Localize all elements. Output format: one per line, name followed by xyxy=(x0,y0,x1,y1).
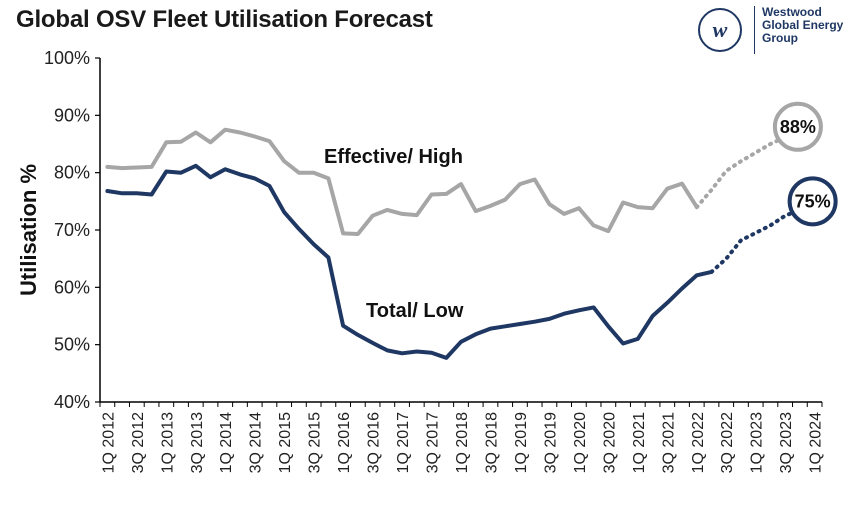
x-tick-label: 1Q 2013 xyxy=(159,412,176,473)
x-tick-label: 3Q 2012 xyxy=(130,412,147,473)
y-tick-label: 40% xyxy=(54,392,90,412)
chart-title: Global OSV Fleet Utilisation Forecast xyxy=(16,6,433,33)
chart-labels: Effective/ High Total/ Low xyxy=(324,146,464,322)
x-tick-label: 1Q 2016 xyxy=(336,412,353,473)
x-tick-label: 3Q 2014 xyxy=(248,412,265,473)
end-value-bubble xyxy=(772,101,823,152)
series-label: Total/ Low xyxy=(366,300,464,322)
end-value-bubble xyxy=(787,176,838,227)
y-tick-label: 60% xyxy=(54,277,90,297)
logo-line-3: Group xyxy=(762,31,798,45)
x-tick-label: 3Q 2019 xyxy=(542,412,559,473)
x-tick-label: 1Q 2024 xyxy=(808,412,825,473)
x-tick-label: 1Q 2014 xyxy=(218,412,235,473)
x-tick-label: 1Q 2020 xyxy=(572,412,589,473)
y-tick-label: 100% xyxy=(44,48,90,68)
y-tick-label: 70% xyxy=(54,220,90,240)
logo-mark: w xyxy=(712,17,728,42)
logo-text: Westwood Global Energy Group xyxy=(762,6,843,45)
x-tick-label: 3Q 2020 xyxy=(601,412,618,473)
x-tick-label: 3Q 2023 xyxy=(778,412,795,473)
x-tick-label: 1Q 2023 xyxy=(749,412,766,473)
x-tick-label: 3Q 2013 xyxy=(189,412,206,473)
end-value-label: 75% xyxy=(795,191,831,211)
x-tick-label: 3Q 2022 xyxy=(719,412,736,473)
logo-divider xyxy=(754,6,755,54)
x-tick-label: 3Q 2015 xyxy=(307,412,324,473)
x-tick-label: 3Q 2017 xyxy=(425,412,442,473)
logo-line-1: Westwood xyxy=(762,5,822,19)
y-tick-label: 50% xyxy=(54,335,90,355)
series-line-high xyxy=(105,127,699,236)
y-axis-title: Utilisation % xyxy=(16,164,41,296)
x-tick-label: 3Q 2021 xyxy=(660,412,677,473)
x-tick-label: 3Q 2018 xyxy=(483,412,500,473)
y-tick-label: 80% xyxy=(54,163,90,183)
y-tick-label: 90% xyxy=(54,105,90,125)
x-tick-label: 1Q 2017 xyxy=(395,412,412,473)
x-tick-label: 1Q 2022 xyxy=(690,412,707,473)
x-tick-label: 1Q 2015 xyxy=(277,412,294,473)
westwood-logo-icon: w xyxy=(698,8,742,52)
series-line-low xyxy=(105,163,714,360)
x-tick-label: 1Q 2021 xyxy=(631,412,648,473)
x-tick-label: 3Q 2016 xyxy=(366,412,383,473)
chart-axes: 40% 50% 60% 70% 80% 90% 100% Utilisation % 1Q 20… xyxy=(16,48,825,473)
x-tick-label: 1Q 2012 xyxy=(100,412,117,473)
x-tick-label: 1Q 2019 xyxy=(513,412,530,473)
x-tick-label: 1Q 2018 xyxy=(454,412,471,473)
series-label: Effective/ High xyxy=(324,146,463,168)
logo-line-2: Global Energy xyxy=(762,18,844,32)
westwood-logo: w Westwood Global Energy Group xyxy=(698,4,858,56)
end-value-label: 88% xyxy=(780,117,816,137)
chart-series: 88% 75% xyxy=(105,101,838,360)
